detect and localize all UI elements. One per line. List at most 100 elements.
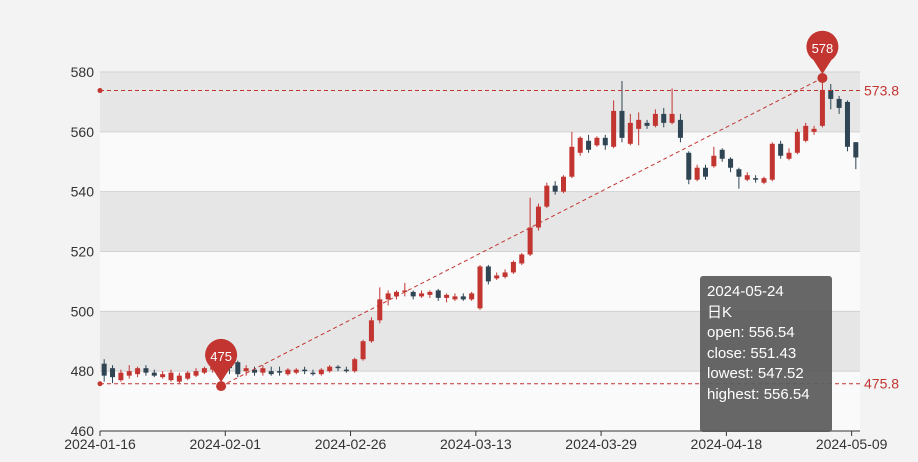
candle-body [318, 369, 324, 375]
candle-body [343, 369, 349, 372]
candle-body [185, 372, 191, 379]
candle-body [510, 261, 516, 273]
candle-body [285, 369, 291, 375]
candle-body [352, 359, 358, 372]
candle-body [719, 149, 725, 159]
candle-body [310, 372, 316, 375]
candle-body [569, 146, 575, 177]
candle-body [736, 169, 742, 177]
candle-body [652, 113, 658, 126]
candle-body [402, 290, 408, 292]
grid-band [100, 72, 860, 132]
mark-line-start [97, 381, 103, 387]
mark-points: 475 578 [205, 30, 839, 392]
candle-body [686, 152, 692, 180]
candle-body [118, 372, 124, 381]
tooltip-highest: highest: 556.54 [707, 385, 810, 403]
grid-band [100, 131, 860, 192]
x-axis: 2024-01-16 2024-02-01 2024-02-26 2024-03-13… [64, 430, 888, 452]
candle-body [502, 272, 508, 277]
candle-body [176, 375, 182, 382]
candle-body [252, 369, 258, 373]
candle-body [151, 372, 157, 376]
x-tick-label: 2024-02-26 [315, 436, 387, 452]
mark-lines: 475.8 573.8 [97, 77, 899, 392]
mark-line-label: 573.8 [864, 83, 899, 99]
candle-body [535, 206, 541, 228]
candle-body [602, 137, 608, 146]
candle-body [519, 254, 525, 264]
mark-point-dot [817, 72, 828, 83]
candle-body [193, 371, 199, 376]
x-tick-label: 2024-01-16 [64, 436, 136, 452]
tooltip-date: 2024-05-24 [707, 283, 784, 300]
candle-body [460, 296, 466, 300]
candle-body [160, 374, 166, 378]
candle-body [728, 158, 734, 168]
candle-series [101, 77, 859, 384]
candle-body [836, 98, 842, 108]
candle-body [794, 131, 800, 153]
candle-body [427, 291, 433, 295]
candle-body [661, 113, 667, 123]
candle-body [611, 110, 617, 147]
candle-body [761, 178, 767, 183]
candle-body [627, 122, 633, 144]
candle-body [377, 299, 383, 321]
candle-body [552, 185, 558, 192]
candle-body [753, 178, 759, 180]
candle-body [260, 368, 266, 373]
candle-body [677, 119, 683, 138]
candle-body [669, 113, 675, 123]
candle-body [302, 369, 308, 372]
candle-body [786, 152, 792, 159]
mark-point-dot [216, 381, 227, 392]
candle-body [561, 176, 567, 192]
candle-body [477, 266, 483, 309]
mark-point-label: 578 [812, 41, 834, 56]
candle-body [293, 369, 299, 373]
trend-line [220, 77, 823, 387]
candle-body [694, 167, 700, 180]
candle-body [385, 293, 391, 300]
candle-body [636, 119, 642, 129]
candle-body [444, 294, 450, 298]
y-tick-label: 460 [71, 423, 95, 439]
candle-body [594, 137, 600, 146]
candle-body [811, 128, 817, 132]
y-tick-label: 560 [71, 124, 95, 140]
candle-body [410, 291, 416, 297]
candle-body [327, 366, 333, 372]
candle-body [393, 291, 399, 297]
candle-body [435, 290, 441, 298]
tooltip-open: open: 556.54 [707, 324, 795, 341]
tooltip-lowest: lowest: 547.52 [707, 365, 804, 382]
candle-body [243, 368, 249, 372]
y-tick-label: 580 [71, 64, 95, 80]
candle-body [360, 341, 366, 360]
mark-line-label: 475.8 [864, 376, 899, 392]
candle-body [368, 320, 374, 342]
mark-point-label: 475 [210, 349, 232, 364]
candle-body [168, 372, 174, 381]
candle-body [135, 368, 141, 375]
y-tick-label: 500 [71, 303, 95, 319]
candle-body [110, 368, 116, 378]
mark-point-pin [806, 30, 839, 74]
candle-body [644, 122, 650, 126]
x-tick-label: 2024-04-18 [691, 436, 763, 452]
candle-body [853, 142, 859, 158]
candle-body [619, 110, 625, 138]
candle-body [778, 143, 784, 156]
candle-body [711, 155, 717, 167]
grid-band [100, 191, 860, 252]
x-tick-label: 2024-03-29 [565, 436, 637, 452]
candle-body [527, 227, 533, 255]
candle-body [577, 137, 583, 153]
candle-body [101, 363, 107, 376]
x-tick-label: 2024-03-13 [440, 436, 512, 452]
tooltip-series-name: 日K [707, 303, 733, 321]
mark-point-pin [205, 338, 238, 383]
y-tick-label: 480 [71, 363, 95, 379]
candle-body [828, 89, 834, 99]
